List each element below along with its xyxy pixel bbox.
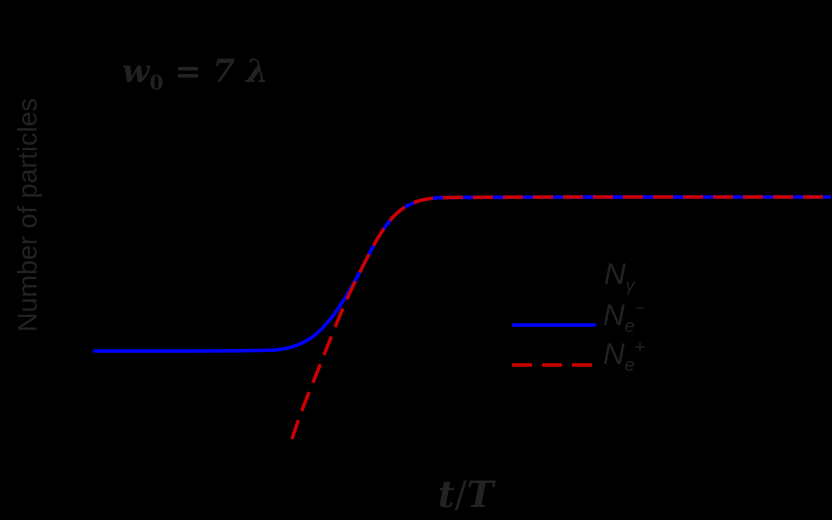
x-axis-label-T: T xyxy=(466,474,494,516)
legend-electron-sup: − xyxy=(634,298,646,318)
annotation-w: w xyxy=(122,52,150,90)
legend-electron-label: Ne− xyxy=(603,298,645,337)
annotation-subscript: 0 xyxy=(149,70,164,95)
legend-electron-sub: e xyxy=(624,316,635,336)
legend-gamma-N: N xyxy=(604,258,626,291)
x-axis-label-slash: / xyxy=(454,475,467,516)
legend-positron-sup: + xyxy=(634,337,646,357)
annotation-value: = 7 λ xyxy=(163,52,269,90)
x-axis-label-t: t xyxy=(438,474,455,516)
legend-electron-N: N xyxy=(603,299,625,332)
electron-curve xyxy=(92,195,831,353)
legend-gamma-label: Nγ xyxy=(604,258,635,296)
legend-positron-label: Ne+ xyxy=(603,337,645,376)
x-axis-label: t/T xyxy=(438,474,494,516)
beam-waist-annotation: w0 = 7 λ xyxy=(122,52,268,94)
legend-positron-sub: e xyxy=(624,355,635,375)
legend-gamma-sub: γ xyxy=(625,275,635,295)
positron-curve xyxy=(290,195,831,440)
legend-positron-N: N xyxy=(603,338,625,371)
